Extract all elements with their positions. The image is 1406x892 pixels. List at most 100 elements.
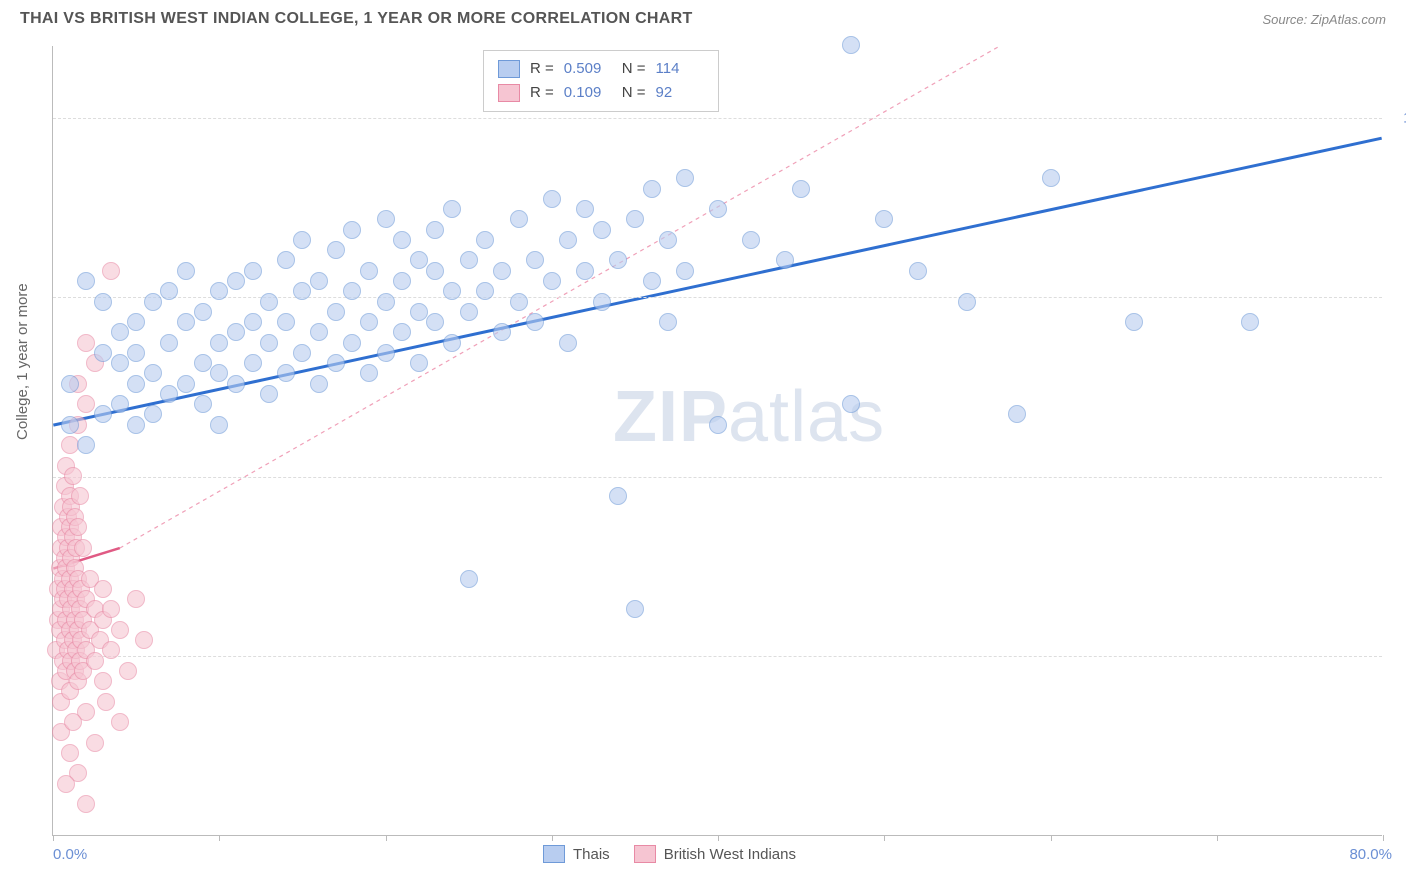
thai-point <box>360 364 378 382</box>
thai-point <box>1008 405 1026 423</box>
thai-point <box>111 395 129 413</box>
x-tick-mark <box>1051 835 1052 841</box>
thai-point <box>443 334 461 352</box>
thai-point <box>144 405 162 423</box>
thai-point <box>127 313 145 331</box>
x-tick-mark <box>718 835 719 841</box>
thai-point <box>177 262 195 280</box>
x-tick-mark <box>53 835 54 841</box>
thai-point <box>277 313 295 331</box>
thai-point <box>593 221 611 239</box>
thai-point <box>210 416 228 434</box>
legend-item: British West Indians <box>634 845 796 863</box>
thai-point <box>127 375 145 393</box>
legend-swatch <box>498 60 520 78</box>
thai-point <box>293 231 311 249</box>
thai-point <box>958 293 976 311</box>
source-attribution: Source: ZipAtlas.com <box>1262 12 1386 27</box>
watermark: ZIPatlas <box>613 376 885 458</box>
thai-point <box>194 354 212 372</box>
thai-point <box>460 570 478 588</box>
bwi-point <box>94 580 112 598</box>
thai-point <box>510 293 528 311</box>
thai-point <box>377 293 395 311</box>
thai-point <box>244 262 262 280</box>
thai-point <box>875 210 893 228</box>
bwi-point <box>77 795 95 813</box>
thai-point <box>909 262 927 280</box>
thai-point <box>310 272 328 290</box>
thai-point <box>792 180 810 198</box>
thai-point <box>227 375 245 393</box>
correlation-legend: R =0.509N =114R =0.109N =92 <box>483 50 719 112</box>
thai-point <box>626 600 644 618</box>
thai-point <box>609 251 627 269</box>
gridline <box>53 477 1382 478</box>
thai-point <box>1125 313 1143 331</box>
bwi-point <box>111 621 129 639</box>
thai-point <box>244 354 262 372</box>
thai-point <box>77 272 95 290</box>
thai-point <box>476 282 494 300</box>
thai-point <box>443 200 461 218</box>
thai-point <box>476 231 494 249</box>
thai-point <box>393 231 411 249</box>
thai-point <box>160 385 178 403</box>
bwi-point <box>61 436 79 454</box>
bwi-point <box>71 487 89 505</box>
bwi-point <box>86 734 104 752</box>
thai-point <box>327 303 345 321</box>
x-max-label: 80.0% <box>1349 846 1392 863</box>
x-tick-mark <box>552 835 553 841</box>
thai-point <box>659 313 677 331</box>
thai-point <box>676 169 694 187</box>
legend-row: R =0.109N =92 <box>498 81 704 105</box>
thai-point <box>742 231 760 249</box>
bwi-point <box>61 744 79 762</box>
thai-point <box>643 272 661 290</box>
bwi-point <box>102 600 120 618</box>
x-min-label: 0.0% <box>53 846 87 863</box>
bwi-point <box>77 395 95 413</box>
thai-point <box>393 272 411 290</box>
bwi-point <box>94 672 112 690</box>
thai-point <box>709 200 727 218</box>
series-legend: ThaisBritish West Indians <box>543 845 796 863</box>
gridline <box>53 656 1382 657</box>
thai-point <box>94 405 112 423</box>
thai-point <box>426 221 444 239</box>
thai-point <box>277 251 295 269</box>
thai-point <box>410 251 428 269</box>
thai-point <box>227 323 245 341</box>
bwi-point <box>64 713 82 731</box>
bwi-point <box>102 262 120 280</box>
thai-point <box>61 416 79 434</box>
thai-point <box>609 487 627 505</box>
thai-point <box>343 334 361 352</box>
thai-point <box>1042 169 1060 187</box>
y-tick-label: 82.5% <box>1392 289 1406 306</box>
thai-point <box>543 190 561 208</box>
thai-point <box>160 282 178 300</box>
gridline <box>53 297 1382 298</box>
thai-point <box>111 354 129 372</box>
thai-point <box>277 364 295 382</box>
thai-point <box>327 241 345 259</box>
thai-point <box>460 251 478 269</box>
thai-point <box>410 354 428 372</box>
thai-point <box>343 282 361 300</box>
thai-point <box>559 231 577 249</box>
thai-point <box>460 303 478 321</box>
thai-point <box>526 251 544 269</box>
bwi-point <box>64 467 82 485</box>
thai-point <box>210 334 228 352</box>
thai-point <box>210 364 228 382</box>
thai-point <box>293 282 311 300</box>
x-tick-mark <box>219 835 220 841</box>
x-tick-mark <box>1383 835 1384 841</box>
bwi-point <box>135 631 153 649</box>
thai-point <box>543 272 561 290</box>
thai-point <box>377 210 395 228</box>
regression-lines <box>53 46 1382 835</box>
thai-point <box>526 313 544 331</box>
